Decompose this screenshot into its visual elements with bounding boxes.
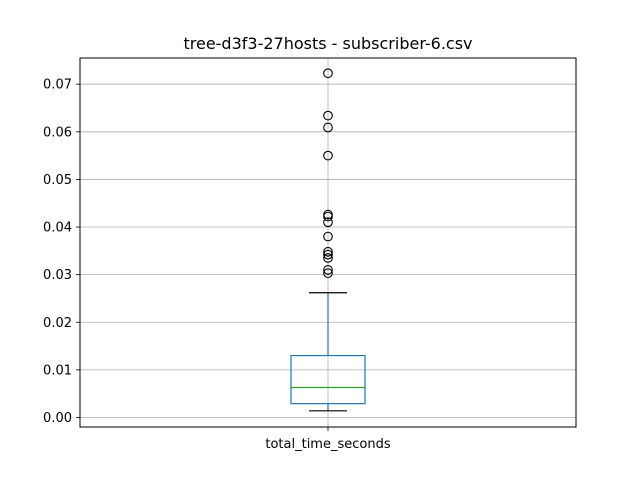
- y-tick-label: 0.07: [43, 78, 72, 93]
- outlier-point: [323, 211, 333, 222]
- outlier-point: [323, 249, 333, 260]
- outlier-point: [323, 231, 333, 242]
- outlier-point: [323, 268, 333, 279]
- grid-lines: [80, 58, 576, 427]
- y-tick-label: 0.03: [43, 268, 72, 283]
- y-tick-label: 0.06: [43, 125, 72, 140]
- y-tick-label: 0.05: [43, 173, 72, 188]
- y-tick-label: 0.00: [43, 411, 72, 426]
- outlier-point: [323, 68, 333, 79]
- outlier-point: [323, 217, 333, 228]
- outlier-point: [323, 150, 333, 161]
- y-tick-label: 0.02: [43, 316, 72, 331]
- outlier-point: [323, 253, 333, 263]
- y-tick-label: 0.01: [43, 363, 72, 378]
- iqr-box: [290, 354, 366, 405]
- outlier-point: [323, 110, 333, 121]
- axes: 0.00 0.01 0.02 0.03 0.04 0.05 0.06 0.07 total_ti…: [43, 78, 391, 452]
- y-tick-label: 0.04: [43, 221, 72, 236]
- x-tick-label: total_time_seconds: [265, 437, 390, 452]
- outlier-point: [323, 246, 333, 257]
- chart-title: tree-d3f3-27hosts - subscriber-6.csv: [183, 34, 472, 53]
- outlier-point: [323, 122, 333, 133]
- outlier-point: [323, 265, 333, 275]
- plot-area: [290, 68, 366, 412]
